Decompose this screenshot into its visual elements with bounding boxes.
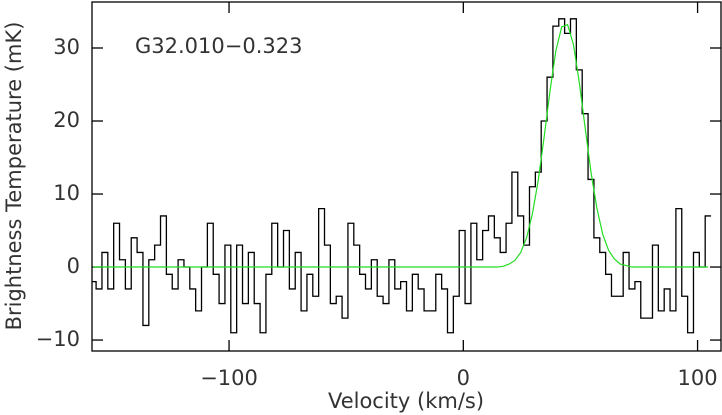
y-tick-label: 30 xyxy=(53,35,80,59)
plot-frame xyxy=(91,1,722,352)
y-tick-label: 0 xyxy=(67,254,80,278)
spectrum-line xyxy=(92,18,712,334)
y-tick-label: 10 xyxy=(53,181,80,205)
fit-line xyxy=(93,23,709,268)
x-tick-label: −100 xyxy=(200,366,258,390)
x-tick-label: 0 xyxy=(457,366,470,390)
y-axis-label: Brightness Temperature (mK) xyxy=(2,22,26,331)
y-tick-label: −10 xyxy=(36,327,80,351)
x-tick-label: 100 xyxy=(678,366,718,390)
annotation: G32.010−0.323 xyxy=(135,34,302,58)
y-tick-label: 20 xyxy=(53,108,80,132)
x-axis-label: Velocity (km/s) xyxy=(328,389,484,413)
